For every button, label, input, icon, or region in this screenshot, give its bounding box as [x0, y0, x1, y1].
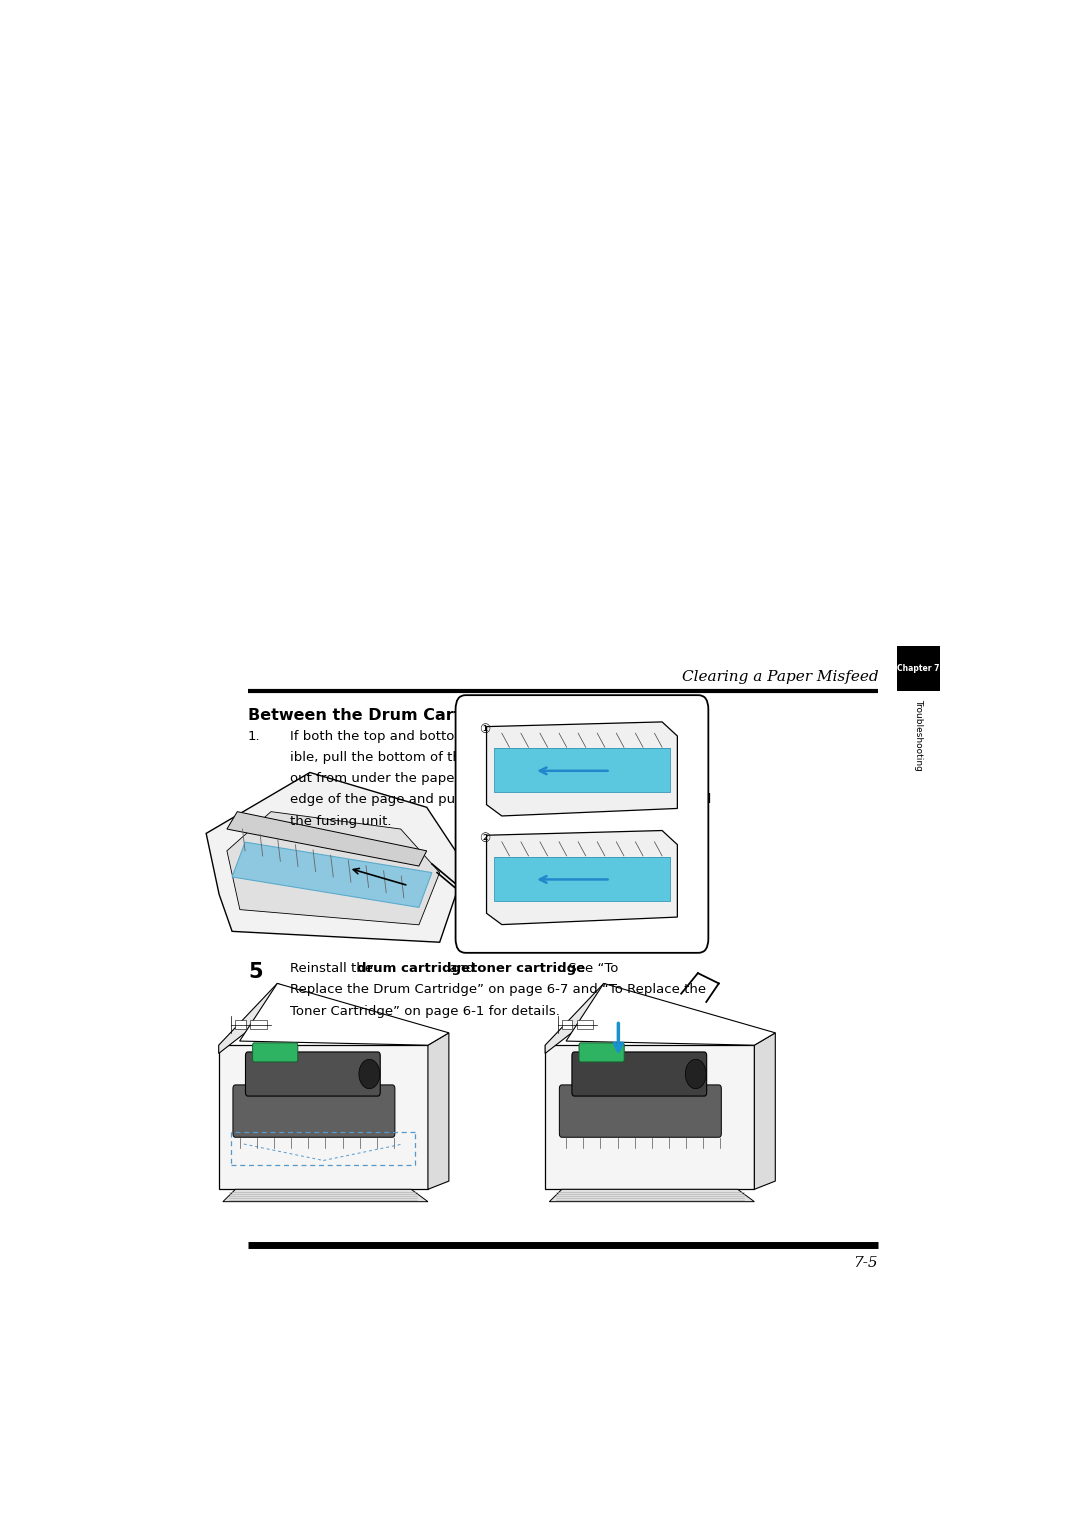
Polygon shape: [545, 1045, 754, 1189]
FancyBboxPatch shape: [579, 1042, 624, 1062]
Polygon shape: [240, 984, 449, 1045]
Polygon shape: [550, 1189, 754, 1201]
Text: Toner Cartridge” on page 6-1 for details.: Toner Cartridge” on page 6-1 for details…: [289, 1004, 559, 1018]
Polygon shape: [486, 721, 677, 816]
Text: the fusing unit.: the fusing unit.: [289, 814, 391, 828]
Polygon shape: [232, 842, 432, 908]
Text: 5: 5: [248, 963, 262, 983]
Text: If both the top and bottom edges of a misfed page are not vis-: If both the top and bottom edges of a mi…: [289, 730, 707, 743]
FancyBboxPatch shape: [559, 1085, 721, 1137]
Text: Reinstall the: Reinstall the: [289, 963, 377, 975]
Circle shape: [686, 1059, 706, 1089]
Text: toner cartridge: toner cartridge: [471, 963, 585, 975]
Polygon shape: [754, 1033, 775, 1189]
Text: drum cartridge: drum cartridge: [357, 963, 471, 975]
Text: Between the Drum Cartridge and the Fusing Unit: Between the Drum Cartridge and the Fusin…: [248, 707, 692, 723]
Polygon shape: [206, 773, 465, 943]
FancyBboxPatch shape: [245, 1051, 380, 1096]
Polygon shape: [486, 831, 677, 924]
Polygon shape: [495, 857, 670, 902]
Text: Clearing a Paper Misfeed: Clearing a Paper Misfeed: [681, 669, 878, 685]
Bar: [251, 1021, 267, 1028]
Text: out from under the paper feed roller. Then, grab the bottom: out from under the paper feed roller. Th…: [289, 772, 691, 785]
Text: . See “To: . See “To: [559, 963, 618, 975]
Bar: [896, 646, 941, 691]
Text: ①: ①: [480, 723, 490, 736]
FancyBboxPatch shape: [572, 1051, 706, 1096]
Bar: [562, 1021, 572, 1028]
Text: ible, pull the bottom of the page up to pull the bottom edge: ible, pull the bottom of the page up to …: [289, 752, 690, 764]
Text: Troubleshooting: Troubleshooting: [914, 698, 923, 770]
Polygon shape: [227, 811, 440, 924]
Polygon shape: [218, 984, 298, 1053]
Polygon shape: [428, 1033, 449, 1189]
Polygon shape: [495, 749, 670, 793]
Text: Chapter 7: Chapter 7: [897, 665, 940, 674]
Text: 7-5: 7-5: [853, 1256, 878, 1270]
Text: 1.: 1.: [248, 730, 260, 743]
Polygon shape: [227, 811, 427, 866]
Bar: [235, 1021, 246, 1028]
FancyBboxPatch shape: [456, 695, 708, 953]
Text: ②: ②: [480, 833, 490, 845]
Bar: [577, 1021, 593, 1028]
Polygon shape: [218, 1045, 428, 1189]
Text: edge of the page and pull the rest of the page out from behind: edge of the page and pull the rest of th…: [289, 793, 712, 807]
Text: Replace the Drum Cartridge” on page 6-7 and “To Replace the: Replace the Drum Cartridge” on page 6-7 …: [289, 984, 706, 996]
Polygon shape: [222, 1189, 428, 1201]
Circle shape: [359, 1059, 380, 1089]
Polygon shape: [545, 984, 624, 1053]
Polygon shape: [566, 984, 775, 1045]
Text: and: and: [445, 963, 478, 975]
FancyBboxPatch shape: [233, 1085, 395, 1137]
FancyBboxPatch shape: [253, 1042, 298, 1062]
